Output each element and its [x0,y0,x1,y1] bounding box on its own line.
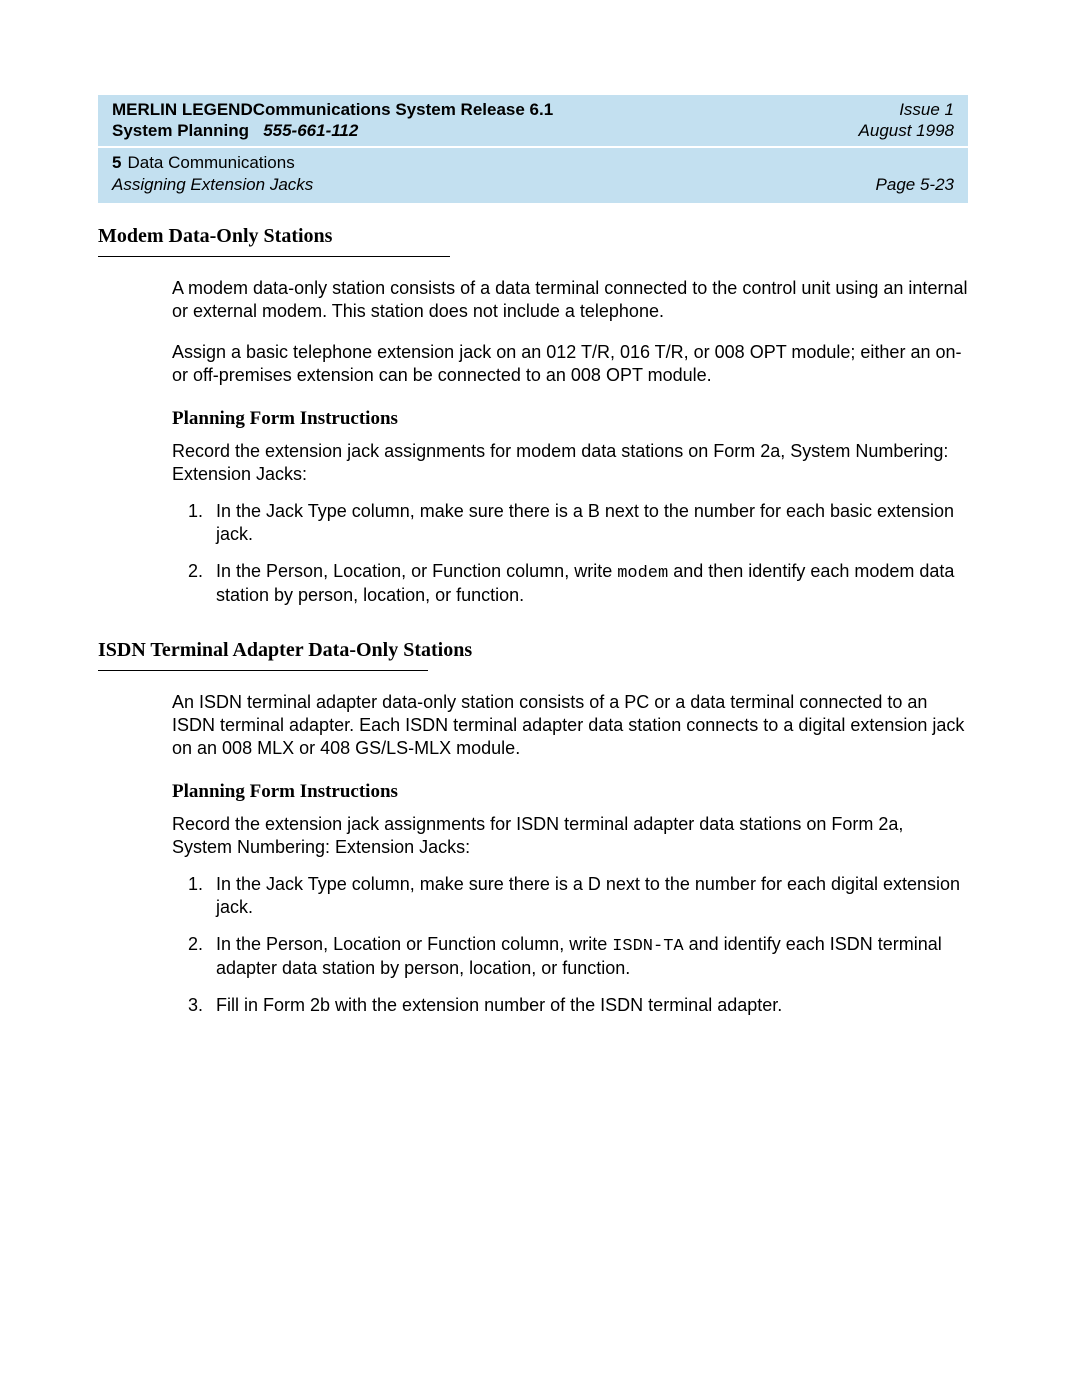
doc-title: System Planning [112,121,249,140]
list-item: In the Person, Location, or Function col… [208,560,968,608]
mono-text: ISDN-TA [612,937,683,956]
list-text: In the Jack Type column, make sure there… [216,501,954,544]
section1-body: A modem data-only station consists of a … [172,277,968,387]
list-item: In the Person, Location or Function colu… [208,933,968,981]
list-text-a: In the Person, Location, or Function col… [216,561,617,581]
list-item: In the Jack Type column, make sure there… [208,500,968,546]
list-text: In the Jack Type column, make sure there… [216,874,960,917]
mono-text: modem [617,564,668,583]
header-title: MERLIN LEGENDCommunications System Relea… [112,99,553,120]
spacer [98,621,968,639]
issue-date: August 1998 [859,120,954,141]
instructions-intro: Record the extension jack assignments fo… [172,813,968,859]
heading-rule [98,256,450,257]
page-content: Modem Data-Only Stations A modem data-on… [98,203,968,1017]
list-text-a: In the Person, Location or Function colu… [216,934,612,954]
para: Assign a basic telephone extension jack … [172,341,968,387]
header-row-2: System Planning 555-661-112 August 1998 [98,120,968,145]
header-row-1: MERLIN LEGENDCommunications System Relea… [98,95,968,120]
instruction-list: In the Jack Type column, make sure there… [208,873,968,1018]
chapter-number: 5 [112,153,121,172]
issue-label: Issue 1 [899,99,954,120]
page-header: MERLIN LEGENDCommunications System Relea… [98,95,968,146]
page-subheader: 5 Data Communications Assigning Extension… [98,146,968,204]
header-subtitle: System Planning 555-661-112 [112,120,358,141]
para: An ISDN terminal adapter data-only stati… [172,691,968,760]
document-page: MERLIN LEGENDCommunications System Relea… [98,95,968,1031]
product-release: Communications System Release 6.1 [253,100,553,119]
section2-body: An ISDN terminal adapter data-only stati… [172,691,968,760]
subsection-heading: Planning Form Instructions [172,408,968,430]
list-item: In the Jack Type column, make sure there… [208,873,968,919]
para: A modem data-only station consists of a … [172,277,968,323]
heading-rule [98,670,428,671]
instruction-list: In the Jack Type column, make sure there… [208,500,968,608]
chapter-title: Data Communications [127,153,294,172]
list-item: Fill in Form 2b with the extension numbe… [208,994,968,1017]
section-title: Assigning Extension Jacks [112,174,313,197]
instructions-intro: Record the extension jack assignments fo… [172,440,968,486]
section-heading-isdn: ISDN Terminal Adapter Data-Only Stations [98,639,968,662]
section1-instructions: Record the extension jack assignments fo… [172,440,968,608]
chapter-block: 5 Data Communications Assigning Extension… [112,152,313,198]
subsection-heading: Planning Form Instructions [172,781,968,803]
page-number: Page 5-23 [876,174,954,197]
product-name: MERLIN LEGEND [112,100,253,119]
chapter-line: 5 Data Communications [112,152,313,175]
section2-instructions: Record the extension jack assignments fo… [172,813,968,1018]
section-heading-modem: Modem Data-Only Stations [98,225,968,248]
doc-number: 555-661-112 [263,121,358,140]
list-text: Fill in Form 2b with the extension numbe… [216,995,782,1015]
